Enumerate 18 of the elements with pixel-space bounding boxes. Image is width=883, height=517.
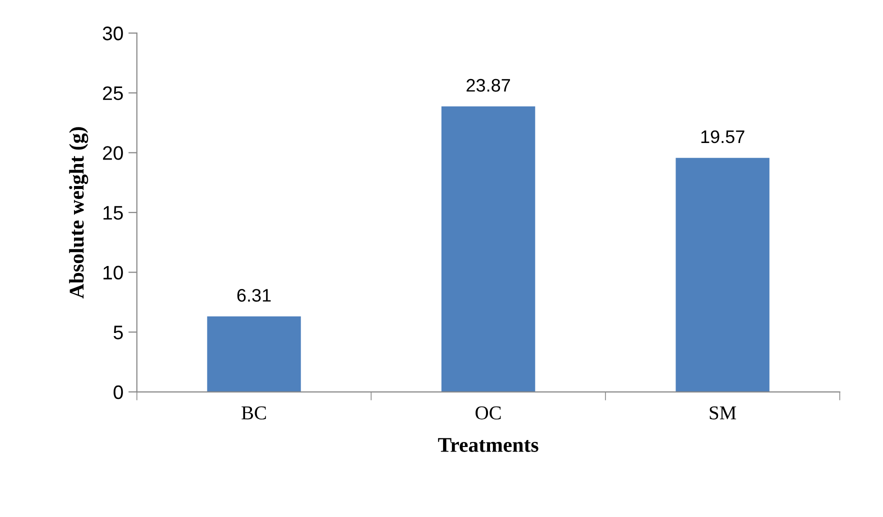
y-tick-label: 25 bbox=[103, 86, 123, 100]
x-tick-label: SM bbox=[710, 406, 736, 420]
x-tick-label: BC bbox=[242, 406, 266, 420]
data-label: 23.87 bbox=[466, 78, 510, 92]
x-tick-label: OC bbox=[476, 406, 501, 420]
y-tick-label: 15 bbox=[104, 206, 123, 220]
bar bbox=[207, 316, 301, 392]
bar bbox=[441, 106, 536, 392]
y-axis-title: Absolute weight (g) bbox=[69, 127, 88, 299]
y-tick-label: 0 bbox=[114, 385, 123, 400]
data-label: 19.57 bbox=[701, 130, 744, 144]
y-tick-label: 20 bbox=[103, 146, 123, 160]
data-label: 6.31 bbox=[237, 288, 271, 302]
y-tick-label: 5 bbox=[114, 326, 123, 340]
bar bbox=[676, 158, 770, 392]
y-tick-label: 30 bbox=[102, 26, 123, 40]
x-axis-title: Treatments bbox=[438, 438, 538, 452]
y-tick-label: 10 bbox=[104, 266, 123, 280]
